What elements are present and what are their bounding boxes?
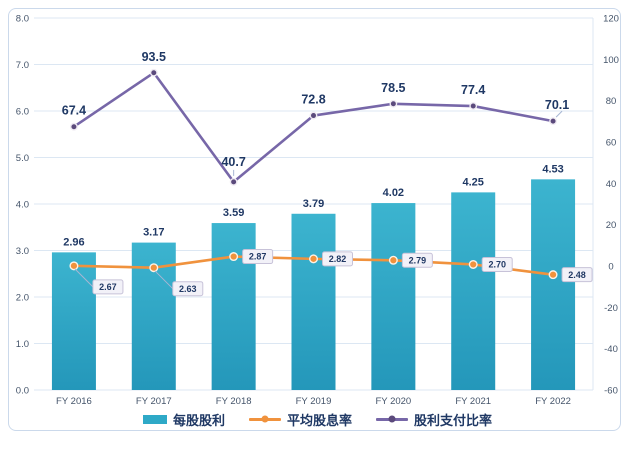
dividend-yield-marker xyxy=(229,252,239,262)
right-axis-tick-label: -40 xyxy=(604,344,618,355)
payout-ratio-value-label: 67.4 xyxy=(62,104,86,118)
orange-line-swatch-icon xyxy=(248,415,281,423)
x-axis-category-label: FY 2021 xyxy=(455,396,491,407)
payout-ratio-marker xyxy=(70,122,78,131)
bar-value-label: 4.02 xyxy=(383,187,404,199)
bar-series xyxy=(51,179,576,390)
legend-item-yield: 平均股息率 xyxy=(248,410,352,429)
left-axis-tick-label: 8.0 xyxy=(16,14,29,25)
x-axis-category-label: FY 2017 xyxy=(136,396,172,407)
dividend-yield-marker xyxy=(69,261,79,271)
dividend-yield-marker xyxy=(149,263,159,273)
payout-ratio-value-label: 77.4 xyxy=(461,83,485,97)
left-axis-tick-label: 5.0 xyxy=(16,153,29,164)
dividend-yield-label-box xyxy=(172,281,204,297)
left-axis-tick-label: 7.0 xyxy=(16,60,29,71)
right-axis-tick-label: -20 xyxy=(604,303,618,314)
left-axis-tick-label: 3.0 xyxy=(16,246,29,257)
dividend-yield-marker xyxy=(548,270,558,280)
dividend-yield-value-label: 2.87 xyxy=(249,252,267,262)
grid-layer: 0.0 1.0 2.0 3.0 4.0 5.0 6.0 7.0 8.0 -60 -40 -20 0 20 4… xyxy=(16,14,619,408)
dividend-yield-label-box xyxy=(242,249,274,265)
payout-ratio-value-label: 70.1 xyxy=(545,98,569,112)
x-axis-category-label: FY 2020 xyxy=(375,396,411,407)
dividend-yield-label-box xyxy=(481,256,513,272)
payout-ratio-value-label: 72.8 xyxy=(301,93,325,107)
x-axis-category-label: FY 2018 xyxy=(216,396,252,407)
dividend-yield-value-label: 2.70 xyxy=(488,260,506,270)
data-label-layer: 2.96 3.17 3.59 3.79 4.02 4.25 4.53 67.4 93.5 40.7… xyxy=(62,50,593,297)
right-axis-tick-label: 120 xyxy=(603,14,619,25)
right-axis-tick-label: 80 xyxy=(606,96,617,107)
right-axis-tick-label: 100 xyxy=(603,55,619,66)
payout-ratio-marker xyxy=(389,99,398,108)
dividend-yield-value-label: 2.79 xyxy=(409,255,427,265)
x-axis-category-label: FY 2016 xyxy=(56,396,92,407)
left-axis-tick-label: 0.0 xyxy=(16,386,29,397)
payout-ratio-value-label: 78.5 xyxy=(381,81,405,95)
legend-label-bar: 每股股利 xyxy=(172,412,225,428)
payout-ratio-value-label: 93.5 xyxy=(142,50,166,64)
bar-value-label: 4.25 xyxy=(463,176,484,188)
legend-label-payout: 股利支付比率 xyxy=(414,412,493,428)
dividend-yield-label-box xyxy=(92,279,124,295)
bar-value-label: 3.59 xyxy=(223,207,244,219)
bar-value-label: 2.96 xyxy=(63,236,84,248)
right-axis-tick-label: -60 xyxy=(604,386,618,397)
legend-label-yield: 平均股息率 xyxy=(286,412,352,428)
dividend-yield-value-label: 2.48 xyxy=(568,270,586,280)
dividend-yield-label-box xyxy=(561,267,593,283)
orange-dot-icon xyxy=(261,415,269,423)
purple-line-swatch-icon xyxy=(376,415,408,423)
bar-value-label: 3.17 xyxy=(143,227,164,239)
left-axis-tick-label: 1.0 xyxy=(16,339,29,350)
left-axis-tick-label: 4.0 xyxy=(16,200,29,211)
payout-ratio-marker xyxy=(309,111,318,120)
right-axis-tick-label: 60 xyxy=(606,138,617,149)
dividend-yield-label-box xyxy=(322,251,353,267)
bar xyxy=(531,179,576,390)
bar xyxy=(51,252,96,390)
left-axis-tick-label: 6.0 xyxy=(16,107,29,118)
label-leader-line xyxy=(74,268,94,288)
payout-ratio-marker xyxy=(229,177,238,186)
bar xyxy=(371,203,416,390)
label-leader-line xyxy=(154,270,174,290)
purple-dot-icon xyxy=(388,415,396,423)
dividend-yield-line-series xyxy=(69,252,558,280)
dividend-yield-value-label: 2.63 xyxy=(179,284,197,294)
dividend-yield-value-label: 2.67 xyxy=(99,282,117,292)
dividend-yield-marker xyxy=(388,255,398,265)
x-axis-category-label: FY 2022 xyxy=(535,396,571,407)
left-axis-tick-label: 2.0 xyxy=(16,293,29,304)
bar-value-label: 3.79 xyxy=(303,198,324,210)
x-axis-category-label: FY 2019 xyxy=(296,396,332,407)
bar-value-label: 4.53 xyxy=(542,163,563,175)
payout-ratio-marker xyxy=(469,102,478,110)
payout-ratio-marker xyxy=(549,117,557,126)
dividend-yield-marker xyxy=(468,259,478,269)
dividend-yield-label-box xyxy=(401,252,433,268)
bar xyxy=(451,192,496,390)
payout-ratio-line-series xyxy=(70,68,563,186)
dividend-yield-value-label: 2.82 xyxy=(329,254,347,264)
legend-item-payout: 股利支付比率 xyxy=(376,410,492,429)
right-axis-tick-label: 0 xyxy=(608,262,613,273)
dividend-yield-marker xyxy=(309,254,319,264)
payout-ratio-value-label: 40.7 xyxy=(221,155,245,169)
legend-item-bar: 每股股利 xyxy=(142,410,225,429)
payout-ratio-marker xyxy=(149,68,158,77)
label-leader-line xyxy=(555,110,563,118)
bar xyxy=(291,213,336,390)
right-axis-tick-label: 40 xyxy=(606,179,617,190)
bar xyxy=(211,223,256,390)
right-axis-tick-label: 20 xyxy=(606,220,617,231)
chart-legend: 每股股利 平均股息率 股利支付比率 xyxy=(0,409,635,429)
bar-swatch-icon xyxy=(142,414,167,424)
